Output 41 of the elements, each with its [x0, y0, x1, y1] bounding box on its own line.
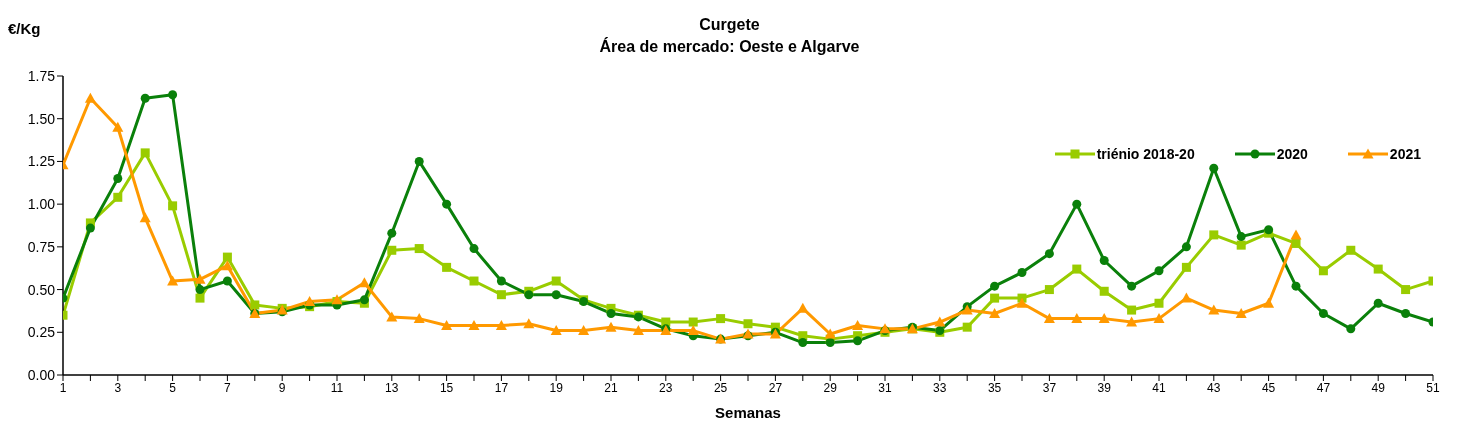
y-tick-label: 1.00: [27, 196, 56, 213]
y-tick-label: 0.25: [27, 324, 56, 341]
x-tick-label: 35: [987, 380, 1002, 395]
x-tick-label: 21: [604, 380, 618, 395]
y-tick-label: 1.50: [27, 110, 56, 127]
legend-label: 2021: [1389, 146, 1421, 162]
x-tick-label: 17: [494, 380, 509, 395]
x-tick-label: 23: [659, 380, 673, 395]
y-tick-label: 0.50: [27, 281, 56, 298]
y-tick-label: 0.00: [27, 366, 56, 383]
legend-label: 2020: [1276, 146, 1308, 162]
y-tick-label: 1.25: [27, 153, 56, 170]
y-axis-title: €/Kg: [8, 20, 41, 37]
x-tick-label: 43: [1207, 380, 1221, 395]
x-tick-label: 3: [114, 380, 122, 395]
x-tick-label: 49: [1371, 380, 1386, 395]
x-tick-label: 29: [823, 380, 838, 395]
chart-title: Curgete: [699, 16, 760, 33]
x-tick-label: 51: [1426, 380, 1440, 395]
x-tick-label: 1: [59, 380, 67, 395]
x-tick-label: 37: [1042, 380, 1057, 395]
x-tick-label: 27: [768, 380, 783, 395]
x-tick-label: 41: [1152, 380, 1166, 395]
x-tick-label: 39: [1097, 380, 1112, 395]
x-tick-label: 15: [439, 380, 454, 395]
x-axis-title: Semanas: [715, 404, 781, 421]
x-tick-label: 7: [224, 380, 232, 395]
legend-label: triénio 2018-20: [1096, 146, 1195, 162]
x-tick-label: 25: [713, 380, 728, 395]
x-tick-label: 11: [330, 380, 344, 395]
y-tick-label: 0.75: [27, 238, 56, 255]
x-tick-label: 45: [1261, 380, 1276, 395]
x-tick-label: 5: [169, 380, 177, 395]
x-tick-label: 13: [385, 380, 399, 395]
x-tick-label: 31: [878, 380, 892, 395]
y-tick-label: 1.75: [27, 67, 56, 84]
x-tick-label: 47: [1316, 380, 1331, 395]
x-tick-label: 9: [278, 380, 286, 395]
chart-subtitle: Área de mercado: Oeste e Algarve: [598, 36, 861, 57]
x-tick-label: 33: [933, 380, 947, 395]
x-tick-label: 19: [549, 380, 564, 395]
